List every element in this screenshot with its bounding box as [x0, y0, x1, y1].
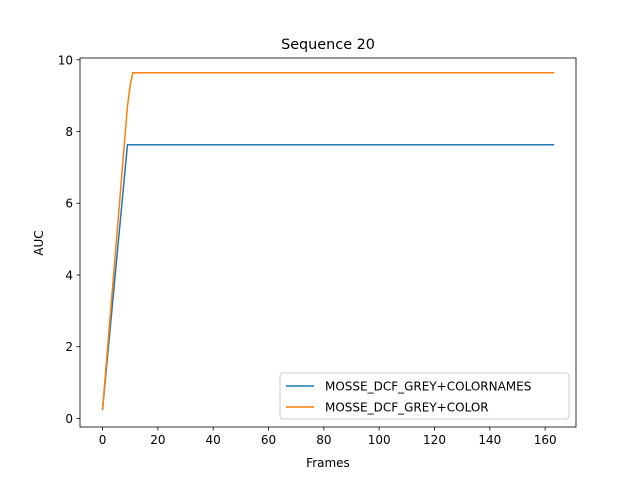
legend: MOSSE_DCF_GREY+COLORNAMES MOSSE_DCF_GREY+…: [279, 372, 570, 420]
y-tick-label: 0: [65, 412, 73, 426]
x-tick-label: 120: [423, 433, 446, 447]
legend-box: [279, 372, 570, 420]
x-tick-label: 100: [368, 433, 391, 447]
x-tick-label: 140: [478, 433, 501, 447]
x-tick-label: 80: [316, 433, 331, 447]
chart-title: Sequence 20: [281, 37, 375, 53]
axes-layer: 0 20 40 60 80 100 120 140 160 0 2 4 6 8 10: [58, 53, 577, 447]
y-axis-label: AUC: [32, 230, 46, 255]
y-tick-label: 4: [65, 268, 73, 282]
x-tick-label: 40: [206, 433, 221, 447]
y-tick-label: 2: [65, 340, 73, 354]
x-tick-label: 20: [150, 433, 165, 447]
y-tick-label: 10: [58, 53, 73, 67]
x-tick-label: 160: [534, 433, 557, 447]
series-line-1: [101, 144, 555, 411]
x-tick-label: 0: [99, 433, 107, 447]
legend-label-1: MOSSE_DCF_GREY+COLORNAMES: [325, 380, 531, 394]
x-tick-label: 60: [261, 433, 276, 447]
x-axis-label: Frames: [306, 456, 350, 470]
series-layer: [101, 71, 555, 411]
y-tick-label: 6: [65, 197, 73, 211]
axes-frame: [79, 57, 577, 428]
series-line-2: [101, 71, 555, 411]
y-tick-label: 8: [65, 125, 73, 139]
legend-label-2: MOSSE_DCF_GREY+COLOR: [325, 401, 489, 415]
